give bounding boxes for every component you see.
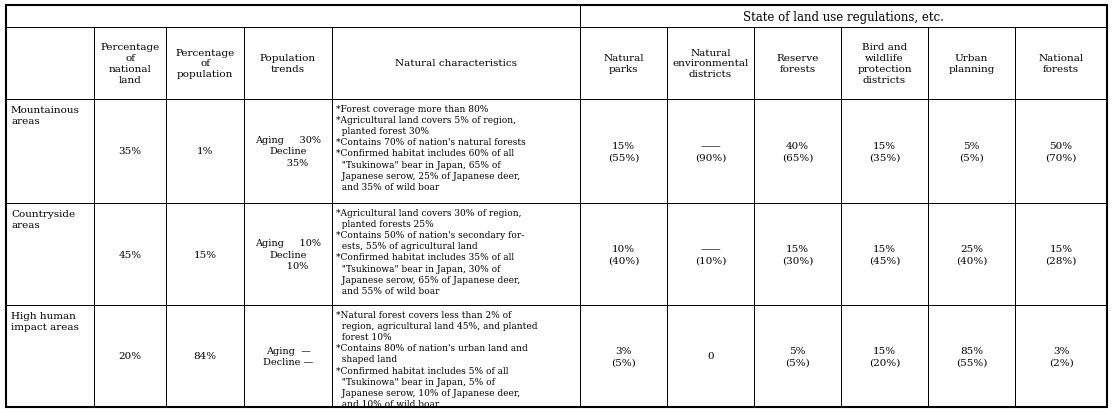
- Text: 3%
(2%): 3% (2%): [1048, 346, 1073, 366]
- Text: High human
impact areas: High human impact areas: [11, 311, 79, 331]
- Bar: [928, 28, 1015, 100]
- Bar: [580, 204, 667, 305]
- Text: ——
(10%): —— (10%): [695, 244, 726, 264]
- Bar: [93, 204, 166, 305]
- Bar: [754, 28, 841, 100]
- Bar: [1015, 305, 1107, 407]
- Text: 1%: 1%: [197, 147, 214, 156]
- Bar: [332, 100, 580, 204]
- Text: 5%
(5%): 5% (5%): [785, 346, 810, 366]
- Text: 45%: 45%: [118, 250, 141, 259]
- Bar: [93, 305, 166, 407]
- Bar: [244, 28, 332, 100]
- Bar: [667, 100, 754, 204]
- Bar: [6, 305, 93, 407]
- Text: 35%: 35%: [118, 147, 141, 156]
- Text: 25%
(40%): 25% (40%): [956, 244, 987, 264]
- Bar: [93, 100, 166, 204]
- Text: *Agricultural land covers 30% of region,
  planted forests 25%
*Contains 50% of : *Agricultural land covers 30% of region,…: [336, 209, 524, 295]
- Bar: [754, 100, 841, 204]
- Bar: [166, 305, 244, 407]
- Text: Natural characteristics: Natural characteristics: [395, 59, 518, 68]
- Text: 15%
(55%): 15% (55%): [608, 142, 639, 161]
- Bar: [166, 204, 244, 305]
- Text: State of land use regulations, etc.: State of land use regulations, etc.: [743, 10, 944, 24]
- Text: Percentage
of
national
land: Percentage of national land: [100, 43, 159, 84]
- Text: 5%
(5%): 5% (5%): [959, 142, 984, 161]
- Text: 15%
(30%): 15% (30%): [781, 244, 814, 264]
- Bar: [928, 100, 1015, 204]
- Bar: [928, 204, 1015, 305]
- Text: Population
trends: Population trends: [260, 54, 316, 74]
- Bar: [841, 28, 928, 100]
- Bar: [1015, 100, 1107, 204]
- Bar: [332, 204, 580, 305]
- Bar: [93, 28, 166, 100]
- Bar: [332, 28, 580, 100]
- Bar: [244, 305, 332, 407]
- Text: Urban
planning: Urban planning: [948, 54, 995, 74]
- Bar: [754, 204, 841, 305]
- Text: 15%
(45%): 15% (45%): [869, 244, 900, 264]
- Text: Reserve
forests: Reserve forests: [776, 54, 819, 74]
- Text: *Natural forest covers less than 2% of
  region, agricultural land 45%, and plan: *Natural forest covers less than 2% of r…: [336, 310, 538, 408]
- Text: Natural
environmental
districts: Natural environmental districts: [672, 49, 749, 79]
- Bar: [6, 204, 93, 305]
- Bar: [667, 204, 754, 305]
- Bar: [244, 204, 332, 305]
- Text: National
forests: National forests: [1038, 54, 1084, 74]
- Text: *Forest coverage more than 80%
*Agricultural land covers 5% of region,
  planted: *Forest coverage more than 80% *Agricult…: [336, 105, 525, 191]
- Bar: [244, 100, 332, 204]
- Bar: [166, 28, 244, 100]
- Bar: [166, 100, 244, 204]
- Text: Mountainous
areas: Mountainous areas: [11, 106, 80, 126]
- Text: 3%
(5%): 3% (5%): [611, 346, 636, 366]
- Bar: [580, 6, 1107, 28]
- Text: 50%
(70%): 50% (70%): [1045, 142, 1076, 161]
- Text: 20%: 20%: [118, 351, 141, 361]
- Text: 85%
(55%): 85% (55%): [956, 346, 987, 366]
- Text: Bird and
wildlife
protection
districts: Bird and wildlife protection districts: [857, 43, 912, 84]
- Bar: [667, 305, 754, 407]
- Bar: [928, 305, 1015, 407]
- Bar: [1015, 204, 1107, 305]
- Bar: [6, 100, 93, 204]
- Text: 0: 0: [707, 351, 713, 361]
- Bar: [580, 305, 667, 407]
- Bar: [754, 305, 841, 407]
- Text: Natural
parks: Natural parks: [603, 54, 643, 74]
- Bar: [667, 28, 754, 100]
- Text: 15%
(20%): 15% (20%): [869, 346, 900, 366]
- Text: 84%: 84%: [194, 351, 217, 361]
- Bar: [1015, 28, 1107, 100]
- Bar: [841, 305, 928, 407]
- Bar: [6, 28, 93, 100]
- Text: Countryside
areas: Countryside areas: [11, 209, 75, 229]
- Text: 15%
(28%): 15% (28%): [1045, 244, 1076, 264]
- Bar: [332, 305, 580, 407]
- Bar: [580, 28, 667, 100]
- Text: Aging     10%
Decline
      10%: Aging 10% Decline 10%: [255, 238, 321, 270]
- Text: Aging     30%
Decline
      35%: Aging 30% Decline 35%: [255, 136, 321, 168]
- Text: Aging  —
Decline —: Aging — Decline —: [263, 346, 313, 366]
- Bar: [841, 204, 928, 305]
- Text: 15%
(35%): 15% (35%): [869, 142, 900, 161]
- Text: Percentage
of
population: Percentage of population: [176, 49, 235, 79]
- Bar: [841, 100, 928, 204]
- Text: 10%
(40%): 10% (40%): [608, 244, 639, 264]
- Text: 15%: 15%: [194, 250, 217, 259]
- Bar: [580, 100, 667, 204]
- Text: ——
(90%): —— (90%): [695, 142, 726, 161]
- Bar: [6, 6, 580, 28]
- Text: 40%
(65%): 40% (65%): [781, 142, 814, 161]
